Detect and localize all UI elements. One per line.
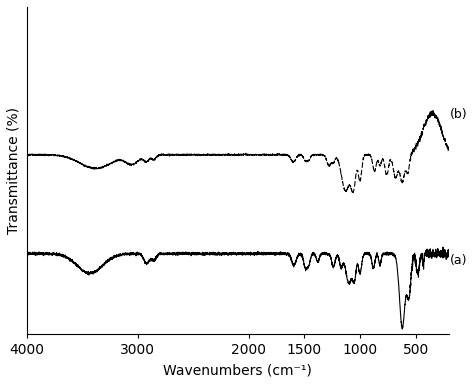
Text: (b): (b) [449, 108, 467, 121]
Y-axis label: Transmittance (%): Transmittance (%) [7, 107, 21, 234]
Text: (a): (a) [449, 254, 467, 267]
X-axis label: Wavenumbers (cm⁻¹): Wavenumbers (cm⁻¹) [163, 363, 312, 377]
